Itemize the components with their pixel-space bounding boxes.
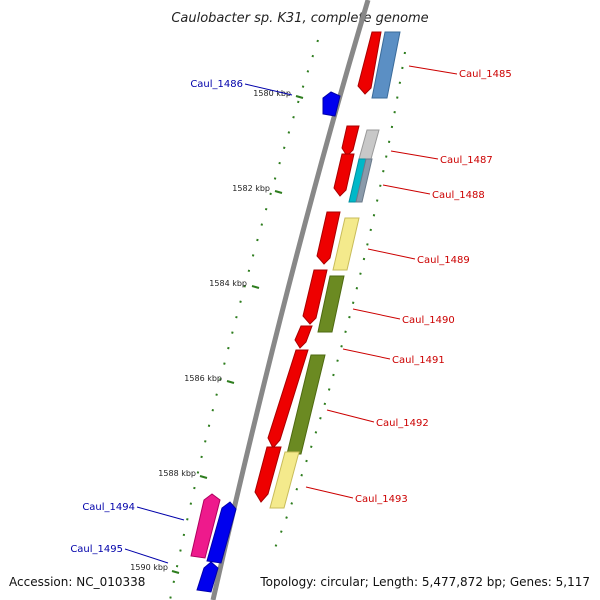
topology-text: Topology: circular; Length: 5,477,872 bp… [259,575,590,589]
tick-mark [199,475,208,479]
tick-mark [274,190,283,194]
leader-line [326,409,375,423]
feature-block [269,451,300,509]
gene-label[interactable]: Caul_1490 [402,315,455,326]
accession-text: Accession: NC_010338 [9,575,145,589]
map-title: Caulobacter sp. K31, complete genome [171,11,428,26]
leader-line [367,248,416,260]
gene-arrow[interactable] [341,125,360,157]
gene-arrow[interactable] [267,349,309,449]
outer-ring-features [269,31,401,509]
gene-arrow[interactable] [357,31,382,95]
feature-block [332,217,360,271]
gene-arrow[interactable] [322,91,341,117]
gene-label[interactable]: Caul_1495 [70,544,123,555]
gene-label[interactable]: Caul_1486 [190,79,243,90]
leader-line [305,486,354,499]
tick-mark [295,95,304,99]
tick-label: 1584 kbp [209,279,247,288]
tick-label: 1590 kbp [130,563,168,572]
leader-line [244,83,293,96]
genome-backbone [210,0,371,600]
tick-label: 1586 kbp [184,374,222,383]
forward-gene-labels: Caul_1485 Caul_1487 Caul_1488 Caul_1489 … [305,65,512,505]
feature-block [286,354,326,455]
gene-arrow[interactable] [302,269,328,325]
feature-block [317,275,345,333]
tick-mark [251,285,260,289]
feature-block [358,129,380,160]
gene-label[interactable]: Caul_1488 [432,190,485,201]
gene-arrow[interactable] [294,325,313,349]
gene-label[interactable]: Caul_1492 [376,418,429,429]
gene-arrow[interactable] [333,153,355,197]
leader-line [408,65,458,75]
gene-arrow[interactable] [254,446,282,503]
outer-guide-arc [274,51,406,549]
gene-label[interactable]: Caul_1487 [440,155,493,166]
leader-line [136,506,185,521]
tick-label: 1582 kbp [232,184,270,193]
gene-arrow[interactable] [316,211,341,265]
reverse-strand-genes [190,91,341,593]
reverse-gene-labels: Caul_1486 Caul_1494 Caul_1495 [70,79,293,564]
gene-arrow[interactable] [190,493,221,559]
gene-label[interactable]: Caul_1491 [392,355,445,366]
scale-ticks: 1580 kbp 1582 kbp 1584 kbp 1586 kbp 1588… [130,89,304,574]
feature-block [355,158,373,203]
forward-strand-genes [254,31,382,503]
leader-line [390,150,439,160]
gene-label[interactable]: Caul_1493 [355,494,408,505]
leader-line [352,308,401,320]
tick-label: 1588 kbp [158,469,196,478]
gene-label[interactable]: Caul_1494 [82,502,135,513]
tick-mark [226,380,235,384]
feature-block [371,31,401,99]
gene-label[interactable]: Caul_1489 [417,255,470,266]
leader-line [382,184,431,195]
gene-arrow[interactable] [206,501,237,564]
gene-arrow[interactable] [196,561,219,593]
tick-label: 1580 kbp [253,89,291,98]
tick-mark [171,570,180,574]
leader-line [124,548,169,564]
gene-label[interactable]: Caul_1485 [459,69,512,80]
leader-line [342,348,391,360]
inner-guide-arc [169,39,319,600]
